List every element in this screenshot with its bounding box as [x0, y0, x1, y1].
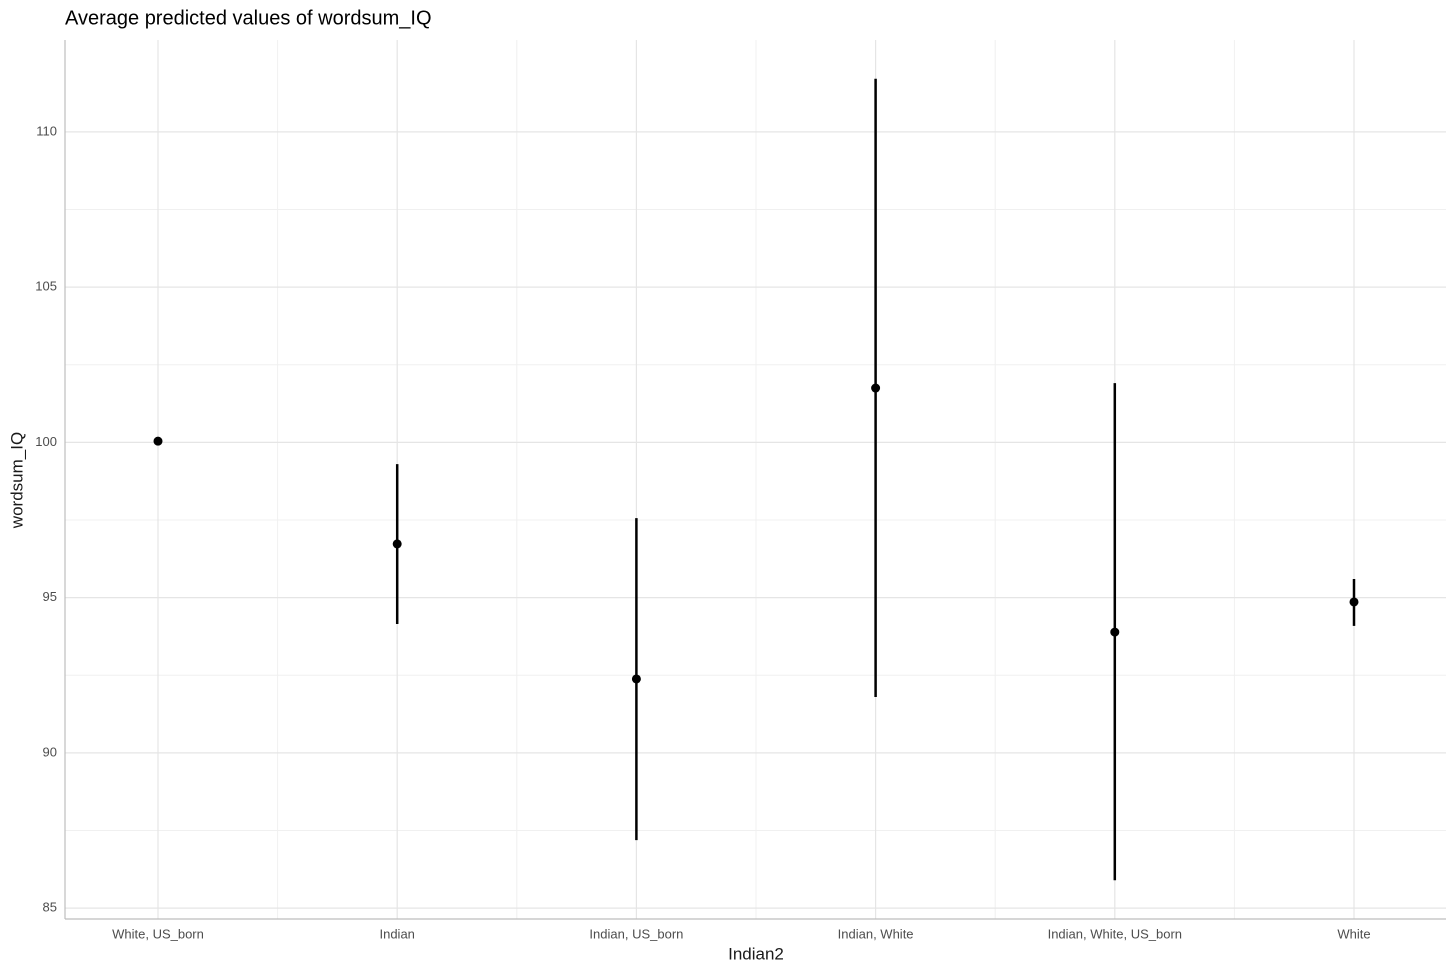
x-tick-label: Indian, US_born [589, 926, 683, 941]
x-tick-label: Indian, White, US_born [1048, 926, 1182, 941]
point [871, 383, 881, 393]
y-tick-label: 110 [36, 123, 57, 138]
x-tick-label: Indian, White [838, 926, 914, 941]
x-tick-label: Indian [379, 926, 414, 941]
x-tick-label: White, US_born [112, 926, 204, 941]
point [153, 436, 163, 446]
y-axis-label: wordsum_IQ [7, 432, 26, 529]
y-tick-label: 85 [43, 900, 57, 915]
point [392, 539, 402, 549]
y-tick-label: 90 [43, 744, 57, 759]
y-tick-label: 95 [43, 589, 57, 604]
x-axis-label: Indian2 [728, 944, 784, 963]
y-tick-label: 100 [35, 434, 57, 449]
x-tick-label: White [1337, 926, 1370, 941]
y-tick-label: 105 [35, 279, 57, 294]
point [631, 674, 641, 684]
point [1110, 627, 1120, 637]
chart-title: Average predicted values of wordsum_IQ [65, 7, 432, 29]
point [1349, 597, 1359, 607]
